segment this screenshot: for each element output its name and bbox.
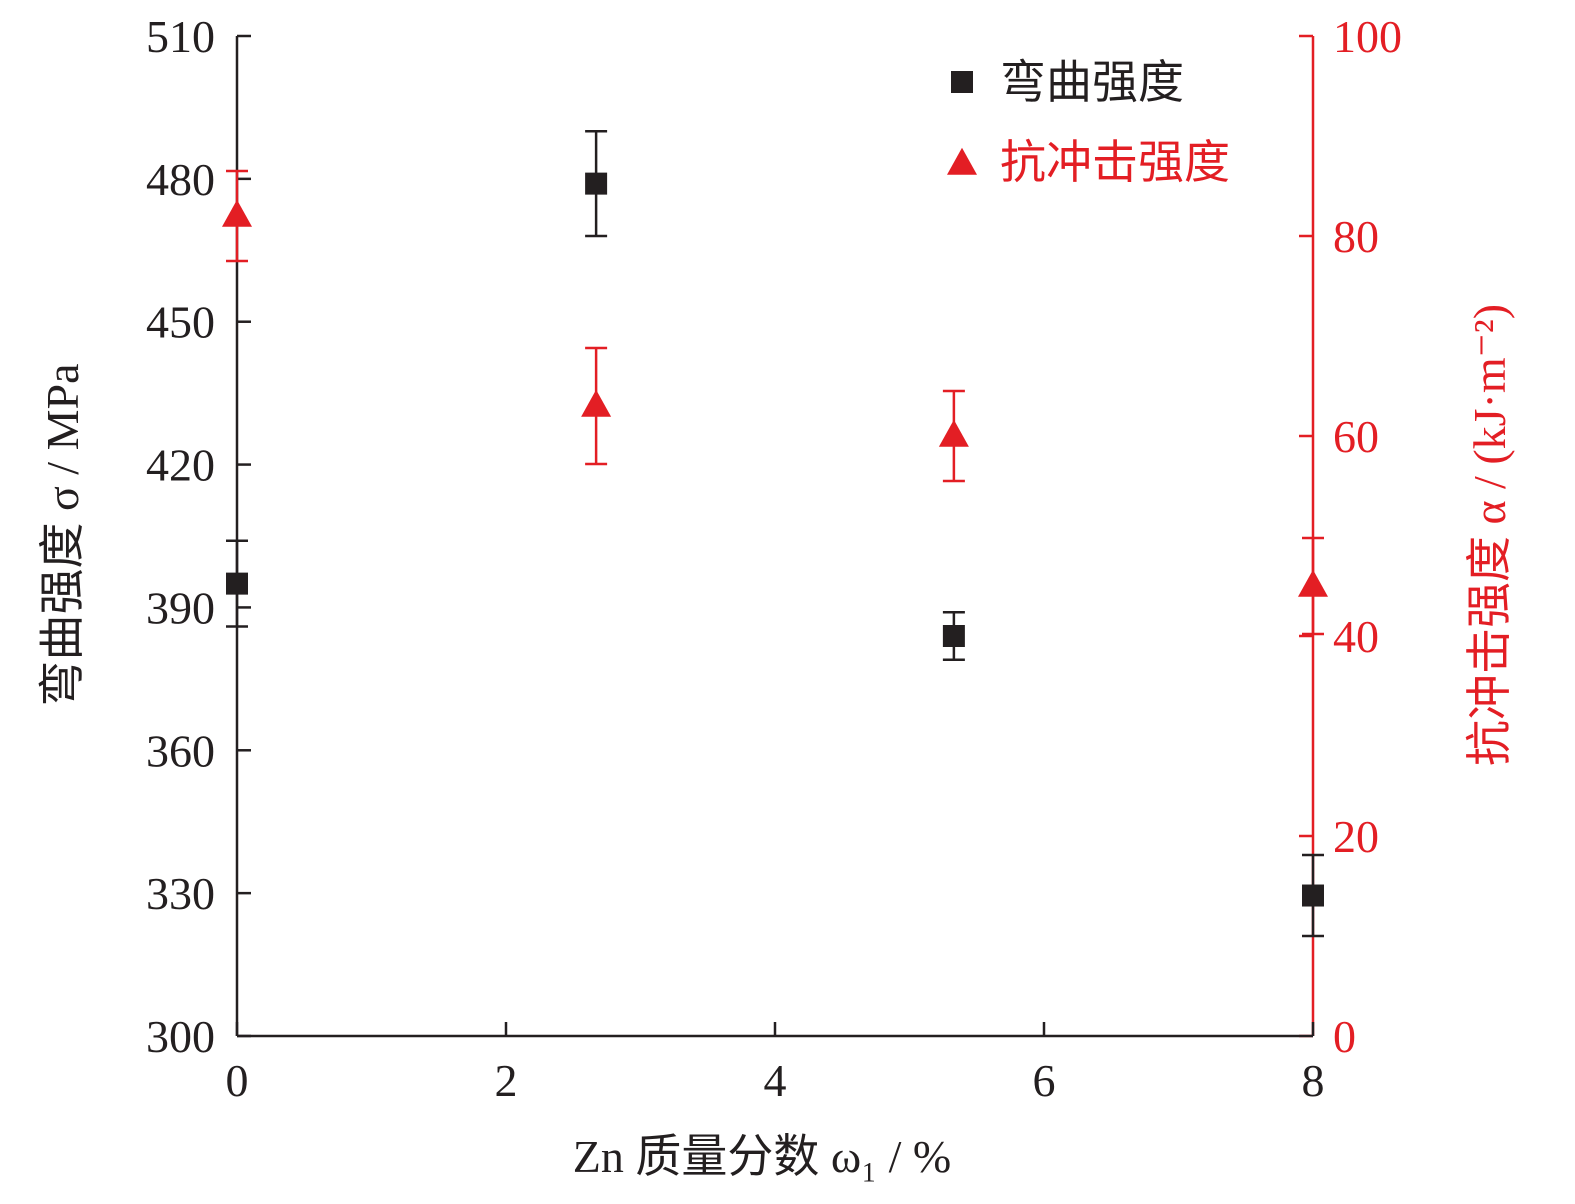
left-axis-tick-label: 300: [146, 1011, 215, 1062]
left-axis-tick-label: 450: [146, 297, 215, 348]
right-y-axis-title: 抗冲击强度 α / (kJ·m⁻²): [1464, 304, 1515, 766]
left-axis-tick-label: 510: [146, 11, 215, 62]
series-flexural-strength: [226, 129, 1324, 938]
left-axis-tick-label: 480: [146, 154, 215, 205]
left-axis-tick-label: 420: [146, 440, 215, 491]
series-impact-strength: [222, 169, 1328, 636]
right-axis-tick-label: 20: [1333, 811, 1379, 862]
data-point: [1302, 884, 1324, 907]
right-axis-tick-label: 40: [1333, 611, 1379, 662]
x-axis-tick-label: 0: [226, 1055, 249, 1106]
data-point: [581, 389, 612, 417]
x-axis-tick-label: 4: [764, 1055, 787, 1106]
data-point: [222, 199, 252, 227]
left-y-axis: 300 330 360 390 420 450 480 510: [146, 11, 251, 1062]
data-point: [1298, 569, 1328, 597]
legend-label: 抗冲击强度: [1000, 137, 1230, 188]
data-point: [938, 419, 969, 447]
x-axis-tick-label: 2: [495, 1055, 518, 1106]
legend-label: 弯曲强度: [1000, 57, 1184, 108]
legend-marker: [951, 71, 973, 93]
right-axis-tick-label: 80: [1333, 211, 1379, 262]
data-point: [942, 625, 965, 647]
right-axis-tick-label: 60: [1333, 411, 1379, 462]
data-point: [585, 172, 608, 195]
left-y-axis-title: 弯曲强度 σ / MPa: [37, 364, 88, 707]
x-axis-tick-label: 8: [1302, 1055, 1325, 1106]
left-axis-tick-label: 360: [146, 725, 215, 776]
x-axis-tick-label: 6: [1033, 1055, 1056, 1106]
data-series: [222, 129, 1328, 938]
x-axis: 0 2 4 6 8: [226, 1022, 1325, 1106]
left-axis-tick-label: 390: [146, 582, 215, 633]
legend-item: 抗冲击强度: [947, 137, 1230, 188]
data-point: [226, 572, 248, 595]
right-axis-tick-label: 100: [1333, 11, 1402, 62]
legend-marker: [947, 147, 977, 175]
x-axis-title: Zn 质量分数 ω₁ / %: [573, 1131, 952, 1182]
left-axis-tick-label: 330: [146, 868, 215, 919]
legend-item: 弯曲强度: [951, 57, 1184, 108]
right-axis-tick-label: 0: [1333, 1011, 1356, 1062]
